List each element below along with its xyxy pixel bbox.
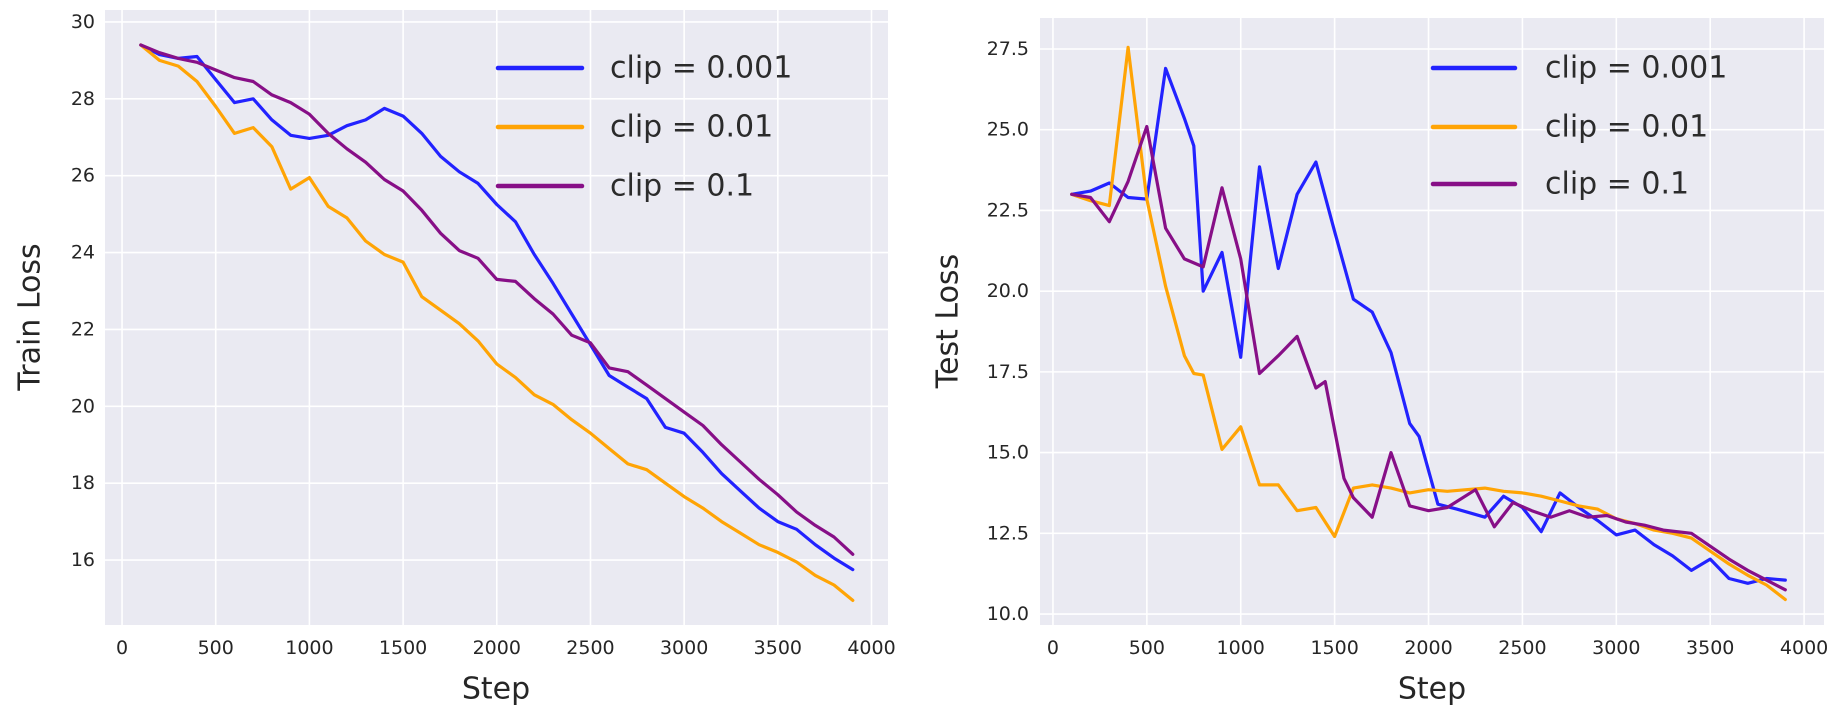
- train-loss-ylabel: Train Loss: [13, 243, 48, 391]
- y-tick-label: 17.5: [987, 361, 1029, 383]
- y-tick-label: 20: [71, 395, 95, 417]
- y-tick-label: 26: [71, 165, 95, 187]
- y-tick-label: 18: [71, 472, 95, 494]
- y-tick-label: 28: [71, 88, 95, 110]
- legend-label: clip = 0.1: [610, 169, 754, 204]
- legend-label: clip = 0.01: [1545, 110, 1708, 145]
- y-tick-label: 22.5: [987, 199, 1029, 221]
- test-loss-ylabel: Test Loss: [931, 254, 966, 389]
- x-tick-label: 2000: [1404, 637, 1452, 659]
- legend-label: clip = 0.001: [1545, 51, 1727, 86]
- x-tick-label: 4000: [1780, 637, 1828, 659]
- x-tick-label: 1500: [379, 637, 427, 659]
- train-loss-series-clip-0-1: [139, 43, 855, 556]
- x-tick-label: 2500: [1498, 637, 1546, 659]
- y-tick-label: 22: [71, 318, 95, 340]
- y-tick-label: 27.5: [987, 38, 1029, 60]
- test-loss-series-clip-0-1: [1070, 124, 1787, 592]
- x-tick-label: 3000: [660, 637, 708, 659]
- x-tick-label: 1000: [1217, 637, 1265, 659]
- x-tick-label: 0: [116, 637, 128, 659]
- y-tick-label: 25.0: [987, 119, 1029, 141]
- train-loss-chart: 0 500 1000 1500 2000 2500 3000 3500 4000 16 18 20 22…: [13, 10, 896, 707]
- x-tick-label: 3500: [1686, 637, 1734, 659]
- y-tick-label: 20.0: [987, 280, 1029, 302]
- train-loss-series-clip-0-001: [139, 43, 855, 572]
- x-tick-label: 1500: [1310, 637, 1358, 659]
- train-loss-legend: clip = 0.001 clip = 0.01 clip = 0.1: [495, 51, 792, 204]
- x-tick-label: 500: [198, 637, 234, 659]
- y-tick-label: 16: [71, 549, 95, 571]
- x-tick-label: 2500: [566, 637, 614, 659]
- legend-label: clip = 0.1: [1545, 167, 1689, 202]
- x-tick-label: 2000: [473, 637, 521, 659]
- test-loss-legend: clip = 0.001 clip = 0.01 clip = 0.1: [1430, 51, 1727, 202]
- y-tick-label: 10.0: [987, 603, 1029, 625]
- y-tick-label: 30: [71, 11, 95, 33]
- legend-label: clip = 0.01: [610, 110, 773, 145]
- train-loss-xlabel: Step: [462, 672, 530, 707]
- y-tick-label: 12.5: [987, 522, 1029, 544]
- train-loss-series-clip-0-01: [139, 43, 855, 603]
- test-loss-series-clip-0-001: [1070, 66, 1787, 585]
- x-tick-label: 3000: [1592, 637, 1640, 659]
- y-tick-label: 15.0: [987, 442, 1029, 464]
- x-tick-label: 500: [1129, 637, 1165, 659]
- x-tick-label: 3500: [754, 637, 802, 659]
- legend-label: clip = 0.001: [610, 51, 792, 86]
- x-tick-label: 0: [1047, 637, 1059, 659]
- x-tick-label: 4000: [847, 637, 895, 659]
- y-tick-label: 24: [71, 242, 95, 264]
- test-loss-xlabel: Step: [1398, 672, 1466, 707]
- x-tick-label: 1000: [285, 637, 333, 659]
- test-loss-plot-background: [1040, 18, 1824, 625]
- test-loss-chart: 0 500 1000 1500 2000 2500 3000 3500 4000 10.0 12.5…: [931, 18, 1828, 707]
